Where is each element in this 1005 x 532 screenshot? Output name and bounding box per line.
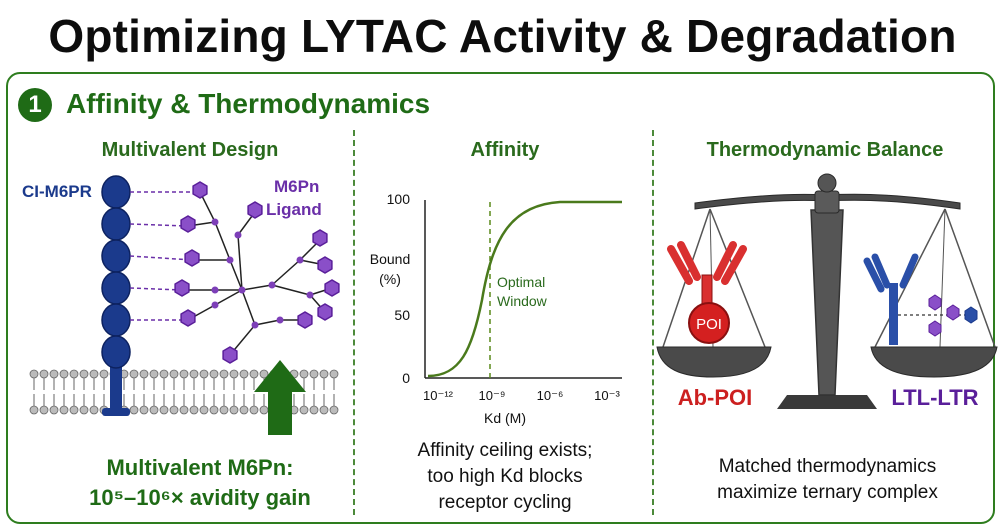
right-pan-label: LTL-LTR <box>891 385 978 410</box>
ligand-label-2: Ligand <box>266 200 322 219</box>
receptor-anchor <box>102 408 130 416</box>
affinity-caption-1: Affinity ceiling exists; <box>417 440 593 461</box>
receptor-domain-6 <box>101 335 131 369</box>
y-tick-0: 0 <box>402 370 410 386</box>
x-tick-1e-12: 10⁻¹² <box>423 388 454 403</box>
receptor-domain-4 <box>101 271 131 305</box>
scale-base <box>777 395 877 409</box>
section-title: Affinity & Thermodynamics <box>66 88 431 119</box>
thermo-caption-2: maximize ternary complex <box>717 482 938 503</box>
column-divider-1 <box>353 130 355 515</box>
receptor-domain-2 <box>101 207 131 241</box>
affinity-caption-3: receptor cycling <box>438 492 572 513</box>
receptor-domain-3 <box>101 239 131 273</box>
annotation-optimal: Optimal <box>497 274 545 290</box>
y-axis-label-1: Bound <box>370 251 410 267</box>
avidity-up-arrow <box>254 360 306 435</box>
column-divider-2 <box>652 130 654 515</box>
receptor-label: CI-M6PR <box>22 182 92 201</box>
y-axis-label-2: (%) <box>379 271 401 287</box>
receptor-domain-1 <box>101 175 131 209</box>
x-axis-label: Kd (M) <box>484 410 526 426</box>
binding-curve <box>427 200 622 378</box>
antibody-ligand-complex <box>863 253 978 345</box>
left-pan <box>656 346 772 378</box>
affinity-caption-2: too high Kd blocks <box>427 466 583 487</box>
affinity-title: Affinity <box>470 139 540 161</box>
annotation-window: Window <box>497 293 548 309</box>
thermodynamic-balance-title: Thermodynamic Balance <box>706 139 944 161</box>
scale-pivot <box>814 190 840 214</box>
binding-dashes <box>129 191 200 321</box>
section-number-badge: 1 <box>18 88 52 122</box>
multivalent-caption-2: 10⁵–10⁶× avidity gain <box>89 485 311 510</box>
scale-pillar <box>810 209 844 396</box>
balance-scale: POI Ab-POI LTL-LTR <box>656 173 998 410</box>
affinity-chart: Bound (%) 0 50 100 10⁻¹² 10⁻⁹ 10⁻⁶ 10⁻³ … <box>370 191 622 426</box>
receptor-stalk <box>110 365 122 415</box>
y-tick-50: 50 <box>394 307 410 323</box>
x-tick-1e-9: 10⁻⁹ <box>479 388 506 403</box>
thermo-caption-1: Matched thermodynamics <box>718 456 937 477</box>
multivalent-caption-1: Multivalent M6Pn: <box>106 455 294 480</box>
poi-protein <box>688 302 730 344</box>
poi-label: POI <box>696 316 722 333</box>
cim6pr-receptor <box>101 175 131 369</box>
right-pan <box>870 346 998 378</box>
ligand-label-1: M6Pn <box>274 177 319 196</box>
antibody-poi-complex: POI <box>667 241 747 344</box>
multivalent-design-title: Multivalent Design <box>101 139 279 161</box>
multivalent-design-diagram: CI-M6PR M6Pn Ligand <box>22 175 340 435</box>
left-pan-label: Ab-POI <box>678 385 753 410</box>
x-tick-1e-3: 10⁻³ <box>594 388 620 403</box>
scale-top-knob <box>817 173 837 193</box>
m6pn-ligand-scaffold <box>174 181 340 364</box>
scale-beam <box>694 193 961 210</box>
receptor-domain-5 <box>101 303 131 337</box>
x-tick-1e-6: 10⁻⁶ <box>537 388 564 403</box>
main-title: Optimizing LYTAC Activity & Degradation <box>48 10 957 62</box>
y-tick-100: 100 <box>387 191 411 207</box>
